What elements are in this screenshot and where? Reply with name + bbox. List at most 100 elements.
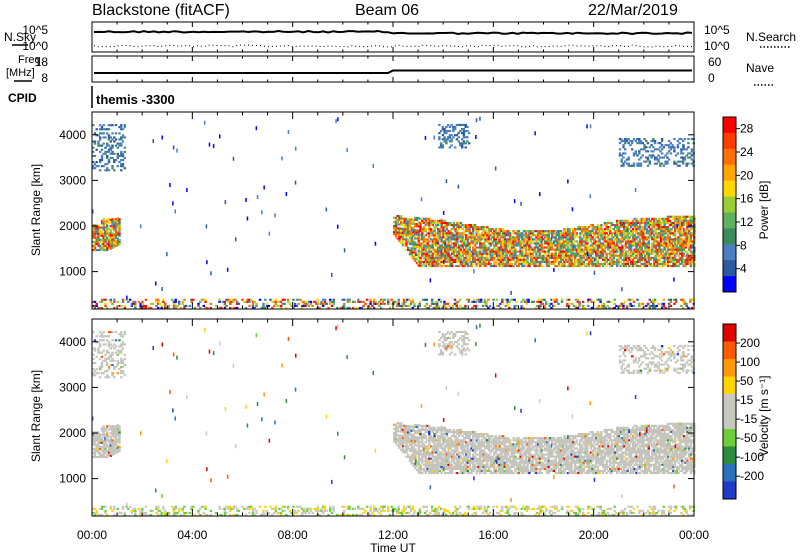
power-cell	[675, 236, 679, 239]
power-cell	[505, 265, 508, 268]
power-cell	[626, 242, 629, 245]
power-cell	[405, 238, 408, 241]
power-cell	[538, 250, 542, 253]
power-cell	[622, 302, 625, 305]
power-cell	[612, 252, 615, 255]
power-cell	[593, 246, 596, 249]
power-cell	[512, 265, 515, 268]
power-cell	[272, 300, 276, 303]
power-cell	[398, 237, 401, 240]
velocity-cell	[405, 437, 408, 440]
power-cell	[436, 246, 440, 249]
power-cell	[536, 300, 539, 303]
power-cell	[682, 221, 686, 224]
power-cell	[512, 240, 515, 243]
velocity-cell	[422, 443, 426, 446]
power-cell	[526, 260, 529, 263]
power-cell	[465, 260, 468, 263]
power-cell	[531, 234, 535, 237]
power-cell	[517, 242, 521, 245]
power-cell	[398, 215, 401, 218]
power-cell	[653, 300, 657, 303]
power-cell	[636, 138, 639, 141]
power-cell	[454, 256, 457, 259]
power-cell	[480, 256, 484, 259]
velocity-cell	[428, 453, 431, 456]
power-cell	[405, 228, 408, 231]
power-cell	[431, 258, 434, 261]
power-cell	[426, 262, 429, 265]
power-cell	[482, 250, 485, 253]
power-cell	[690, 306, 694, 309]
power-cell	[477, 232, 480, 235]
power-cell	[580, 260, 584, 263]
power-cell	[528, 240, 531, 243]
power-cell	[623, 234, 626, 237]
power-cell	[401, 304, 404, 307]
power-cell	[657, 154, 660, 157]
power-cell	[438, 238, 442, 241]
power-cell	[682, 162, 685, 165]
power-cell	[604, 306, 608, 309]
power-cell	[642, 252, 645, 255]
power-cell	[570, 258, 573, 261]
velocity-cell	[407, 427, 410, 430]
power-cell	[598, 240, 601, 243]
power-cell	[104, 238, 107, 241]
power-cell	[390, 302, 393, 305]
power-cell	[688, 260, 691, 263]
power-cell	[461, 260, 464, 263]
power-cell	[232, 300, 235, 303]
power-cell	[677, 219, 680, 222]
power-cell	[116, 241, 119, 244]
power-cell	[649, 232, 652, 235]
power-cell	[468, 226, 471, 229]
power-cell	[631, 234, 635, 237]
power-cell	[116, 237, 119, 240]
power-cell	[540, 256, 543, 259]
power-cell	[100, 238, 104, 241]
velocity-cell	[111, 363, 114, 366]
power-cell	[524, 254, 528, 257]
velocity-cell	[396, 422, 399, 425]
velocity-cell	[123, 331, 126, 334]
velocity-cell	[422, 453, 426, 456]
power-cell	[513, 304, 516, 307]
velocity-cell	[93, 456, 97, 459]
power-cell	[682, 146, 685, 149]
power-cell	[682, 160, 685, 163]
power-cell	[636, 162, 639, 165]
power-cell	[449, 265, 452, 268]
power-cell	[297, 298, 300, 301]
power-cell	[450, 140, 453, 143]
power-cell	[573, 230, 577, 233]
power-cell	[524, 236, 528, 239]
power-cell	[584, 228, 587, 231]
power-cell	[648, 160, 651, 163]
power-cell	[579, 244, 582, 247]
power-cell	[680, 160, 683, 163]
velocity-cell	[440, 447, 443, 450]
power-cell	[584, 240, 587, 243]
power-cell	[647, 244, 650, 247]
power-cell	[661, 248, 664, 251]
power-cell	[396, 223, 399, 226]
power-cell	[691, 262, 694, 265]
power-cell	[519, 242, 522, 245]
ytick-label: 4000	[59, 128, 86, 142]
power-cell	[572, 234, 575, 237]
power-cell	[412, 226, 415, 229]
power-cell	[424, 230, 427, 233]
power-cell	[506, 298, 509, 301]
power-cell	[465, 248, 468, 251]
power-cell	[525, 300, 529, 303]
power-colorbar-swatch	[723, 164, 736, 181]
power-cell	[623, 244, 626, 247]
power-cell	[598, 252, 601, 255]
velocity-cell	[414, 448, 417, 451]
velocity-cell	[114, 429, 118, 432]
power-cell	[635, 232, 638, 235]
power-cell	[482, 256, 485, 259]
power-cell	[93, 154, 97, 157]
